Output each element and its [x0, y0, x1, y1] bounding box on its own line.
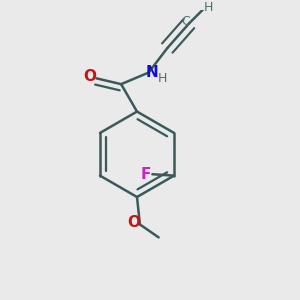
Text: N: N: [146, 65, 158, 80]
Text: C: C: [182, 15, 190, 28]
Text: F: F: [141, 167, 151, 182]
Text: O: O: [83, 69, 96, 84]
Text: O: O: [127, 215, 140, 230]
Text: H: H: [204, 1, 213, 14]
Text: H: H: [158, 73, 167, 85]
